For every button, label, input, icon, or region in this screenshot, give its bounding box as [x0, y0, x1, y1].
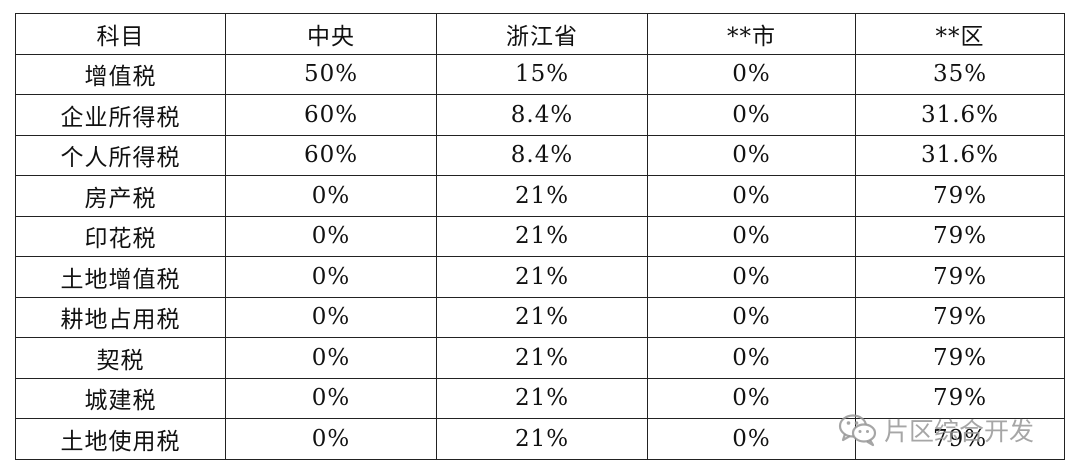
table-cell: 8.4% — [436, 94, 648, 136]
table-row: 耕地占用税 0% 21% 0% 79% — [15, 296, 1065, 338]
table-cell: 城建税 — [15, 377, 226, 419]
table-cell: 0% — [225, 175, 437, 217]
table-cell: 0% — [225, 377, 437, 419]
table-cell: 印花税 — [15, 215, 226, 257]
table-cell: 79% — [855, 377, 1065, 419]
table-row: 个人所得税 60% 8.4% 0% 31.6% — [15, 134, 1065, 176]
header-city: **市 — [647, 13, 856, 55]
table-cell: 60% — [225, 94, 437, 136]
table-cell: 21% — [436, 337, 648, 379]
table-cell: 60% — [225, 134, 437, 176]
table-cell: 0% — [647, 296, 856, 338]
table-cell: 企业所得税 — [15, 94, 226, 136]
header-province: 浙江省 — [436, 13, 648, 55]
table-row: 契税 0% 21% 0% 79% — [15, 337, 1065, 379]
table-cell: 增值税 — [15, 53, 226, 95]
table-cell: 31.6% — [855, 94, 1065, 136]
table-cell: 79% — [855, 337, 1065, 379]
table-cell: 79% — [855, 215, 1065, 257]
header-central: 中央 — [225, 13, 437, 55]
table-cell: 79% — [855, 296, 1065, 338]
table-cell: 0% — [647, 418, 856, 460]
table-cell: 8.4% — [436, 134, 648, 176]
table-cell: 79% — [855, 256, 1065, 298]
table-cell: 0% — [225, 296, 437, 338]
table-header-row: 科目 中央 浙江省 **市 **区 — [15, 13, 1065, 55]
table-row: 土地增值税 0% 21% 0% 79% — [15, 256, 1065, 298]
table-cell: 50% — [225, 53, 437, 95]
table-cell: 21% — [436, 256, 648, 298]
table-cell: 31.6% — [855, 134, 1065, 176]
table-cell: 0% — [647, 337, 856, 379]
table-cell: 21% — [436, 175, 648, 217]
table-cell: 契税 — [15, 337, 226, 379]
table-cell: 0% — [225, 337, 437, 379]
table-cell: 0% — [225, 215, 437, 257]
table-cell: 79% — [855, 418, 1065, 460]
table-cell: 21% — [436, 377, 648, 419]
table-cell: 耕地占用税 — [15, 296, 226, 338]
table-cell: 0% — [225, 256, 437, 298]
table-cell: 79% — [855, 175, 1065, 217]
table-row: 企业所得税 60% 8.4% 0% 31.6% — [15, 94, 1065, 136]
table-cell: 15% — [436, 53, 648, 95]
table-cell: 0% — [647, 377, 856, 419]
table-cell: 21% — [436, 215, 648, 257]
table-cell: 土地增值税 — [15, 256, 226, 298]
table-cell: 个人所得税 — [15, 134, 226, 176]
table-cell: 21% — [436, 418, 648, 460]
table-row: 土地使用税 0% 21% 0% 79% — [15, 418, 1065, 460]
table-row: 房产税 0% 21% 0% 79% — [15, 175, 1065, 217]
table-cell: 21% — [436, 296, 648, 338]
table-cell: 房产税 — [15, 175, 226, 217]
table-cell: 土地使用税 — [15, 418, 226, 460]
table-row: 增值税 50% 15% 0% 35% — [15, 53, 1065, 95]
table-cell: 35% — [855, 53, 1065, 95]
table-cell: 0% — [647, 134, 856, 176]
table-cell: 0% — [225, 418, 437, 460]
header-district: **区 — [855, 13, 1065, 55]
table-row: 印花税 0% 21% 0% 79% — [15, 215, 1065, 257]
header-subject: 科目 — [15, 13, 226, 55]
table-cell: 0% — [647, 215, 856, 257]
table-cell: 0% — [647, 94, 856, 136]
table-cell: 0% — [647, 175, 856, 217]
tax-allocation-table: 科目 中央 浙江省 **市 **区 增值税 50% 15% 0% 35% 企业所… — [15, 13, 1065, 460]
table-cell: 0% — [647, 53, 856, 95]
table-row: 城建税 0% 21% 0% 79% — [15, 377, 1065, 419]
table-cell: 0% — [647, 256, 856, 298]
